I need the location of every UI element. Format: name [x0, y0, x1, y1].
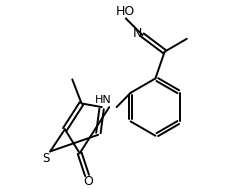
Text: N: N [133, 27, 143, 40]
Text: S: S [42, 152, 49, 165]
Text: O: O [83, 175, 93, 188]
Text: HO: HO [116, 5, 135, 18]
Text: HN: HN [95, 95, 112, 105]
